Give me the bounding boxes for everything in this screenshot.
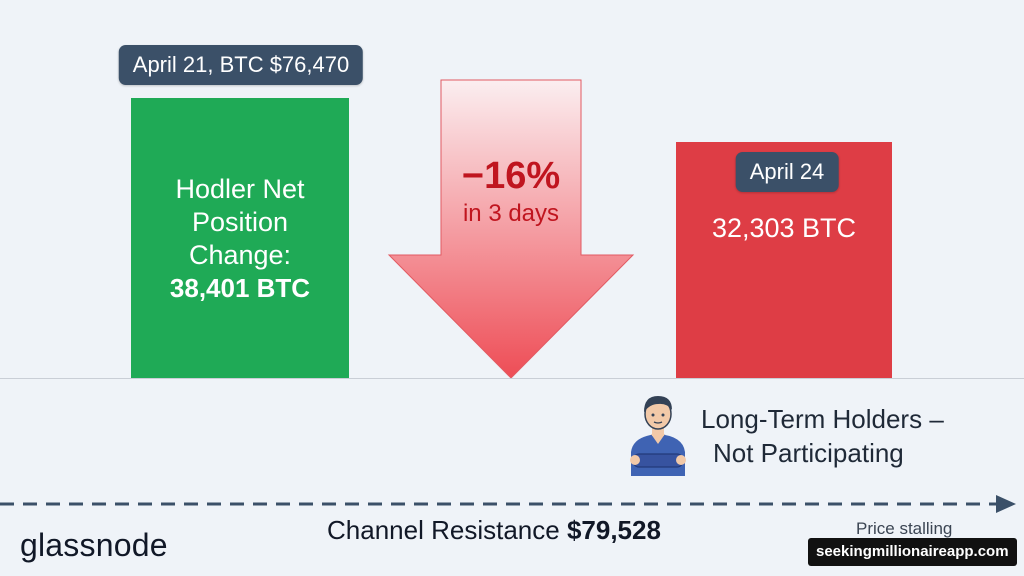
watermark: seekingmillionaireapp.com — [808, 538, 1017, 566]
down-arrow-icon — [387, 79, 635, 379]
hodler-value-label: 38,401 BTC — [169, 273, 311, 303]
long-term-holders-note: Long-Term Holders – Not Participating — [701, 402, 944, 470]
percent-change: −16% — [461, 155, 561, 197]
bar-label-line-2: Position — [191, 207, 289, 237]
chart-baseline — [0, 378, 1024, 379]
resistance-value: $79,528 — [566, 515, 661, 545]
bar-label-line-3: Change: — [188, 240, 292, 270]
glassnode-logo: glassnode — [20, 527, 168, 563]
holders-line-1: Long-Term Holders – — [701, 404, 944, 434]
date-tag-april-21: April 21, BTC $76,470 — [118, 45, 364, 85]
date-tag-april-24: April 24 — [735, 152, 839, 192]
resistance-text: Channel Resistance — [327, 515, 560, 545]
holders-line-2: Not Participating — [713, 438, 904, 468]
percent-change-period: in 3 days — [462, 200, 560, 227]
price-stalling-note: Price stalling — [856, 519, 953, 538]
decline-value-label: 32,303 BTC — [711, 213, 857, 243]
hodler-bar: Hodler Net Position Change: 38,401 BTC — [131, 98, 349, 378]
hodler-bar-label: Hodler Net Position Change: 38,401 BTC — [131, 173, 349, 305]
arrow-right-icon — [996, 495, 1016, 513]
person-arms-crossed-icon — [630, 396, 686, 476]
resistance-line — [0, 495, 1016, 513]
channel-resistance-label: Channel Resistance $79,528 — [327, 515, 661, 546]
bar-label-line-1: Hodler Net — [175, 174, 305, 204]
